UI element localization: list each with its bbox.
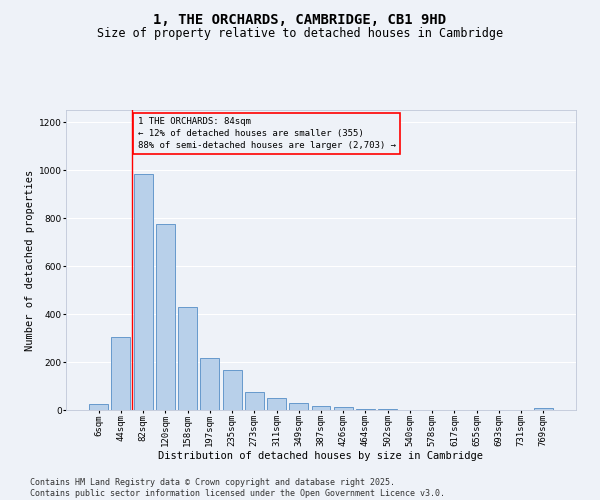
Bar [178,307,197,410]
Bar [134,174,152,410]
Bar [534,408,553,410]
Text: Contains HM Land Registry data © Crown copyright and database right 2025.
Contai: Contains HM Land Registry data © Crown c… [30,478,445,498]
Bar [89,404,108,410]
Bar [334,407,353,410]
Bar [356,409,375,410]
X-axis label: Distribution of detached houses by size in Cambridge: Distribution of detached houses by size … [158,450,484,460]
Text: 1 THE ORCHARDS: 84sqm
← 12% of detached houses are smaller (355)
88% of semi-det: 1 THE ORCHARDS: 84sqm ← 12% of detached … [137,117,395,150]
Bar [223,370,242,410]
Bar [311,406,331,410]
Bar [267,398,286,410]
Bar [156,224,175,410]
Text: 1, THE ORCHARDS, CAMBRIDGE, CB1 9HD: 1, THE ORCHARDS, CAMBRIDGE, CB1 9HD [154,12,446,26]
Text: Size of property relative to detached houses in Cambridge: Size of property relative to detached ho… [97,28,503,40]
Bar [289,403,308,410]
Y-axis label: Number of detached properties: Number of detached properties [25,170,35,350]
Bar [200,358,219,410]
Bar [245,392,264,410]
Bar [112,337,130,410]
